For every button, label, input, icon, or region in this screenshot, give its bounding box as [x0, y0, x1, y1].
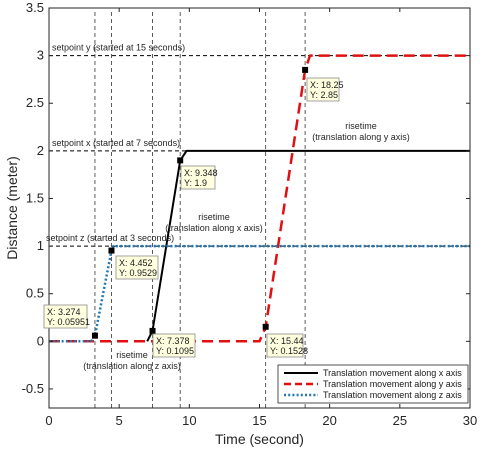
- x-tick-label: 20: [322, 413, 336, 428]
- setpoint-label: setpoint x (started at 7 seconds): [52, 138, 180, 148]
- datatip: X: 15.44Y: 0.1528: [266, 333, 308, 358]
- y-tick-label: 1: [37, 238, 44, 253]
- annotations: risetime(translation along z axis)riseti…: [83, 121, 410, 371]
- datatip-box: [306, 77, 340, 102]
- datatip-box: [266, 333, 304, 358]
- datatip-markers: [91, 66, 309, 339]
- y-tick-label: 3.5: [26, 0, 44, 15]
- datatip-y-value: Y: 1.9: [184, 178, 207, 188]
- x-axis-label: Time (second): [215, 431, 304, 447]
- risetime-label: risetime: [345, 121, 377, 131]
- risetime-label: risetime: [198, 212, 230, 222]
- y-tick-label: -0.5: [22, 381, 44, 396]
- datatip-box: [115, 255, 159, 280]
- legend-entry: Translation movement along y axis: [323, 379, 462, 389]
- datatip-marker: [262, 323, 269, 330]
- axis-ticks: 0 5 10 15 20 25 30 -0.5 0 0.5 1 1.5 2 2.5 3 3.5: [22, 0, 478, 428]
- datatip-x-value: X: 7.378: [156, 336, 190, 346]
- datatip-y-value: Y: 0.1528: [270, 346, 308, 356]
- datatip-marker: [302, 66, 309, 73]
- plot-area: [49, 8, 470, 408]
- datatip-box: [43, 304, 88, 329]
- x-tick-label: 15: [252, 413, 266, 428]
- datatip-marker: [108, 247, 115, 254]
- datatip-marker: [149, 327, 156, 334]
- series-line-z: [49, 244, 470, 343]
- datatip-y-value: Y: 0.9529: [119, 268, 157, 278]
- y-tick-label: 1.5: [26, 190, 44, 205]
- y-tick-label: 2.5: [26, 95, 44, 110]
- y-tick-label: 2: [37, 143, 44, 158]
- datatip: X: 18.25Y: 2.85: [306, 77, 344, 102]
- legend: Translation movement along x axisTransla…: [277, 364, 469, 404]
- x-tick-label: 0: [45, 413, 52, 428]
- datatip-y-value: Y: 0.05951: [47, 317, 90, 327]
- datatip-y-value: Y: 0.1095: [156, 346, 194, 356]
- y-tick-label: 0: [37, 333, 44, 348]
- y-axis-label: Distance (meter): [4, 156, 20, 259]
- y-tick-label: 3: [37, 48, 44, 63]
- legend-entry: Translation movement along z axis: [323, 390, 462, 400]
- x-tick-label: 5: [116, 413, 123, 428]
- datatip-box: [180, 165, 216, 190]
- datatip-x-value: X: 18.25: [310, 80, 344, 90]
- legend-entry: Translation movement along x axis: [323, 368, 462, 378]
- setpoint-label: setpoint z (started at 3 seconds): [46, 233, 174, 243]
- x-tick-label: 10: [182, 413, 196, 428]
- y-tick-label: 0.5: [26, 286, 44, 301]
- datatip-x-value: X: 9.348: [184, 168, 218, 178]
- risetime-caption: (translation along y axis): [312, 132, 410, 142]
- datatip-marker: [91, 332, 98, 339]
- risetime-caption: (translation along z axis): [83, 361, 181, 371]
- datatip-x-value: X: 4.452: [119, 258, 153, 268]
- risetime-label: risetime: [116, 350, 148, 360]
- series-line-y: [49, 54, 470, 343]
- x-tick-label: 25: [393, 413, 407, 428]
- datatip-marker: [177, 157, 184, 164]
- datatip-y-value: Y: 2.85: [310, 90, 338, 100]
- datatip-x-value: X: 15.44: [270, 336, 304, 346]
- x-tick-label: 30: [463, 413, 477, 428]
- risetime-caption: (translation along x axis): [165, 223, 263, 233]
- datatip-x-value: X: 3.274: [47, 307, 81, 317]
- setpoint-label: setpoint y (started at 15 seconds): [52, 43, 185, 53]
- datatip-box: [152, 333, 196, 358]
